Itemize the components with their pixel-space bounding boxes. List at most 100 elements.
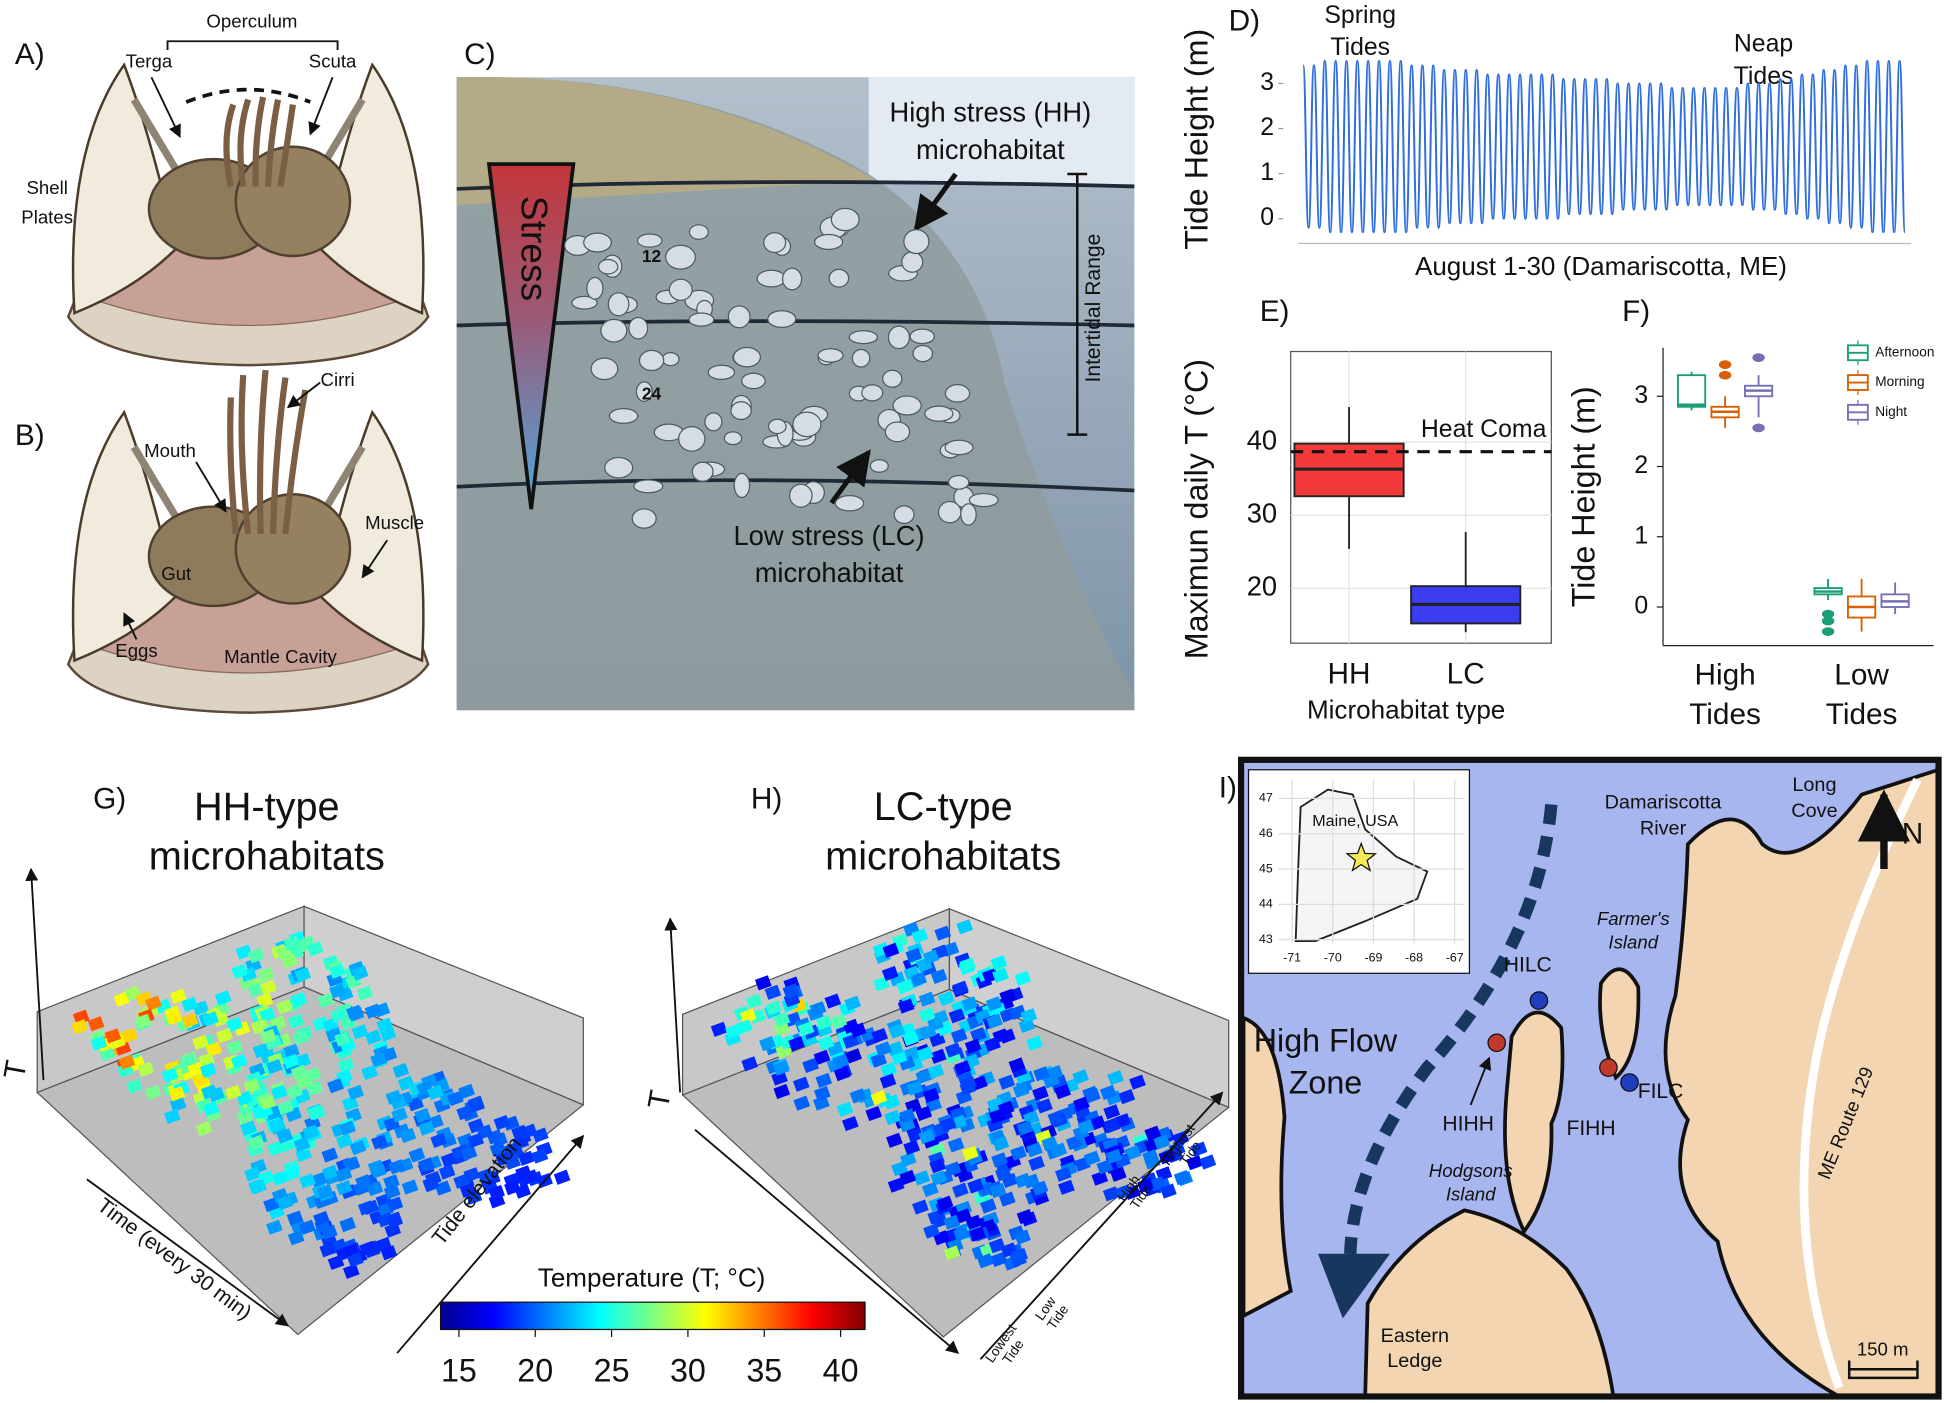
voxel [168,1086,186,1102]
voxel [947,1137,965,1153]
y-tick-label: 45 [1259,861,1273,875]
voxel [927,1063,945,1079]
voxel [248,1134,265,1150]
barnacle [635,381,653,402]
outlier [1752,353,1765,362]
voxel [870,1052,888,1068]
voxel [922,1087,940,1103]
site-label: HILC [1504,953,1552,976]
voxel [765,1000,782,1016]
voxel [376,1017,394,1033]
voxel [1199,1154,1217,1170]
arrow [361,539,388,579]
voxel [192,1034,209,1050]
voxel [459,1182,477,1198]
voxel [870,1090,888,1106]
voxel [1083,1150,1101,1166]
voxel [302,1124,320,1140]
axis-arrow [664,917,682,1093]
panel-title: microhabitats [825,835,1061,879]
x-tick-label: -67 [1446,951,1464,965]
voxel [930,968,948,984]
land [1241,1015,1293,1319]
barnacle [600,318,628,343]
arrow [195,461,227,513]
voxel [913,1170,931,1186]
y-tick-label: 0 [1634,593,1648,620]
voxel [259,1028,277,1044]
voxel [969,1226,986,1242]
axis-title: T [0,1058,34,1082]
barnacle [937,500,962,524]
voxel [936,1195,954,1211]
voxel [919,1024,937,1040]
x-tick-label: LC [1447,657,1485,690]
voxel [349,1140,367,1156]
voxel [370,1052,387,1068]
voxel [764,984,782,1000]
voxel [934,925,952,941]
panel-title: microhabitats [149,835,385,879]
voxel [458,1083,476,1099]
voxel [952,980,969,996]
voxel [961,996,978,1012]
barnacle [814,233,844,251]
voxel [477,1168,495,1184]
label: Cirri [321,369,355,390]
voxel [953,1226,970,1242]
voxel [1072,1069,1089,1085]
site-dot [1620,1073,1639,1092]
voxel [290,1064,308,1080]
voxel [292,1029,310,1046]
voxel [256,992,274,1009]
voxel [1129,1074,1146,1090]
colorbar [439,1301,866,1331]
voxel [1105,1148,1123,1164]
barnacle [960,503,977,526]
voxel [991,1152,1008,1168]
island [1598,967,1641,1081]
voxel [788,1036,805,1052]
voxel [1103,1104,1121,1120]
y-tick-label: 43 [1259,932,1273,946]
voxel [902,1030,920,1047]
panel-label: G) [93,783,126,816]
barnacle [661,351,680,367]
voxel [988,1108,1006,1124]
voxel [161,1067,179,1083]
barnacle [733,472,751,499]
axis-arrow [25,867,45,1081]
voxel [1033,1066,1050,1082]
voxel [293,1136,311,1153]
voxel [216,1027,233,1044]
voxel [181,1012,199,1029]
voxel [906,1127,924,1143]
voxel [240,1120,257,1136]
barnacle [834,495,865,512]
voxel [1054,1084,1071,1100]
voxel [414,1107,431,1123]
shore-illustration [456,77,1135,711]
voxel [1118,1089,1136,1105]
voxel [929,1158,947,1174]
panel-title: LC-type [874,785,1013,829]
voxel [842,1115,859,1132]
voxel [736,1019,753,1035]
voxel [72,1009,90,1025]
voxel [950,1028,968,1044]
north-label: N [1902,817,1924,850]
voxel [1016,1208,1034,1225]
voxel [1001,1172,1019,1189]
barnacle [817,348,844,363]
voxel [1014,1229,1031,1245]
barnacle-illustration-b [68,369,428,713]
voxel [364,1003,382,1019]
label: 150 m [1857,1339,1909,1360]
voxel [434,1180,452,1196]
flow-arrowhead [1318,1253,1390,1319]
axis-arrow [979,1091,1224,1360]
axis-title: Maximun daily T (°C) [1178,359,1214,659]
voxel [1011,1247,1029,1264]
